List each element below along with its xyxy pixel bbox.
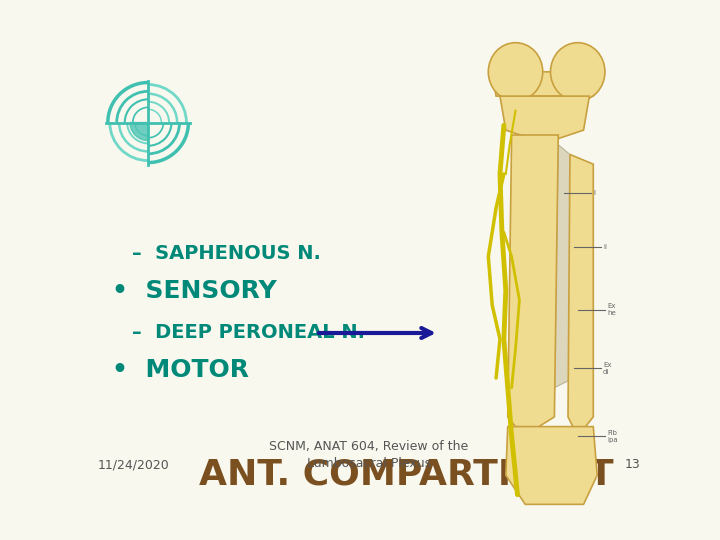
Text: Ex
he: Ex he: [607, 303, 616, 316]
Text: ANT. COMPARTMENT: ANT. COMPARTMENT: [199, 458, 613, 492]
Text: Fib
ipa: Fib ipa: [607, 430, 618, 443]
Polygon shape: [505, 427, 597, 504]
Ellipse shape: [488, 43, 543, 101]
Text: SCNM, ANAT 604, Review of the
Lumbosacral Plexus: SCNM, ANAT 604, Review of the Lumbosacra…: [269, 440, 469, 470]
Polygon shape: [568, 154, 593, 436]
Polygon shape: [130, 123, 148, 140]
Polygon shape: [492, 72, 603, 96]
Polygon shape: [508, 135, 558, 436]
Text: –  SAPHENOUS N.: – SAPHENOUS N.: [132, 245, 320, 264]
Text: Ex
di: Ex di: [603, 362, 611, 375]
Text: 11/24/2020: 11/24/2020: [98, 458, 169, 471]
Polygon shape: [554, 145, 574, 388]
Text: 13: 13: [624, 458, 640, 471]
Text: l: l: [593, 190, 595, 197]
Text: •  SENSORY: • SENSORY: [112, 279, 277, 303]
Text: li: li: [603, 244, 607, 250]
Text: •  MOTOR: • MOTOR: [112, 359, 249, 382]
Polygon shape: [500, 96, 590, 140]
Ellipse shape: [551, 43, 605, 101]
Text: –  DEEP PERONEAL N.: – DEEP PERONEAL N.: [132, 323, 365, 342]
